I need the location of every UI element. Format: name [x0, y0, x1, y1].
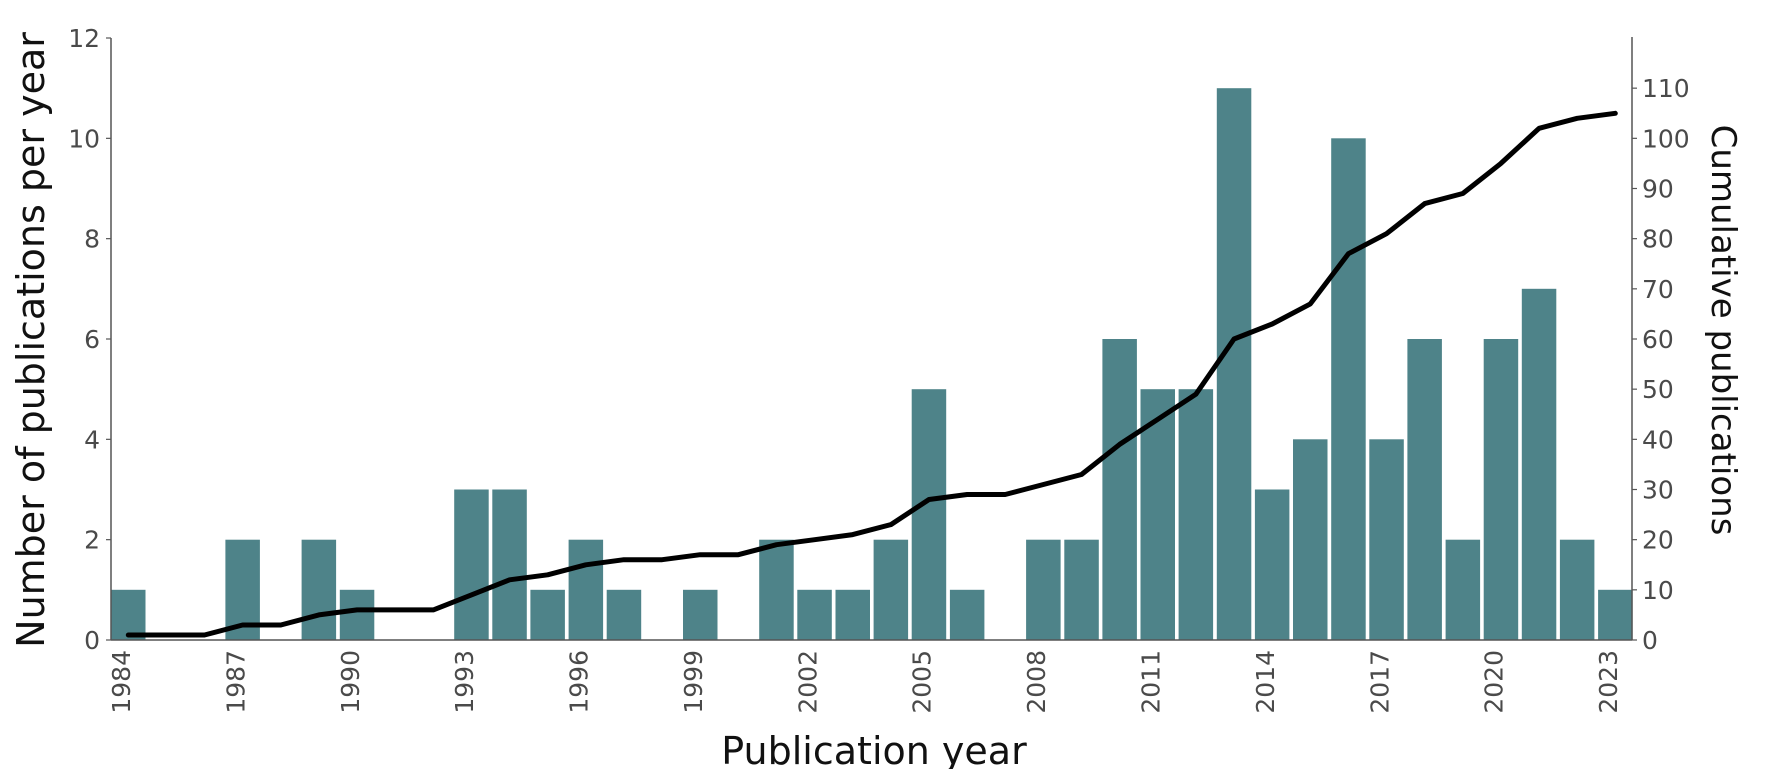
bar-2010 [1102, 339, 1137, 640]
x-tick-label: 2017 [1365, 650, 1394, 714]
bar-1989 [301, 539, 337, 640]
bar-2006 [949, 589, 985, 640]
x-tick-label: 2008 [1022, 650, 1051, 714]
bar-1990 [339, 589, 375, 640]
bar-2015 [1293, 439, 1328, 640]
right-tick-label: 50 [1642, 375, 1674, 404]
cumulative-line-series [125, 110, 1618, 638]
bar-1996 [568, 539, 604, 640]
bar-2002 [797, 589, 832, 640]
right-tick-label: 0 [1642, 626, 1658, 655]
right-tick-label: 90 [1642, 175, 1674, 204]
left-y-axis: 0 2 4 6 8 10 12 [68, 24, 112, 655]
bar-2023 [1598, 589, 1633, 640]
right-tick-label: 80 [1642, 225, 1674, 254]
cumulative-line [125, 110, 1618, 638]
bar-1984 [111, 589, 146, 640]
left-tick-label: 10 [68, 124, 100, 153]
x-axis: 1984 1987 1990 1993 1996 1999 2002 2005 2008 2011… [107, 639, 1632, 714]
bar-2005 [911, 389, 947, 640]
right-y-axis-title: Cumulative publications [1703, 125, 1743, 536]
bar-1997 [606, 589, 642, 640]
left-tick-label: 8 [84, 225, 100, 254]
right-tick-label: 20 [1642, 526, 1674, 555]
bar-1999 [683, 589, 718, 640]
right-tick-label: 30 [1642, 476, 1674, 505]
bar-2001 [759, 539, 794, 640]
x-tick-label: 2023 [1594, 650, 1623, 714]
bar-2022 [1559, 539, 1595, 640]
x-tick-label: 1990 [336, 650, 365, 714]
left-tick-label: 4 [84, 425, 100, 454]
x-tick-label: 2014 [1251, 650, 1280, 714]
x-tick-label: 2002 [793, 650, 822, 714]
bar-2011 [1140, 389, 1175, 640]
right-y-axis: 0 10 20 30 40 50 60 70 80 90 100 110 [1631, 37, 1690, 655]
x-tick-label: 1996 [565, 650, 594, 714]
bar-2014 [1254, 489, 1290, 640]
bar-2016 [1331, 138, 1366, 641]
bar-2008 [1026, 539, 1061, 640]
bar-2018 [1407, 339, 1442, 640]
x-tick-label: 1993 [450, 650, 479, 714]
bar-2017 [1369, 439, 1404, 640]
left-tick-label: 2 [84, 526, 100, 555]
right-tick-label: 60 [1642, 325, 1674, 354]
bar-2013 [1216, 88, 1252, 640]
right-tick-label: 70 [1642, 275, 1674, 304]
right-tick-label: 100 [1642, 124, 1690, 153]
bar-1993 [454, 489, 489, 640]
bar-2003 [835, 589, 870, 640]
bar-2004 [873, 539, 909, 640]
right-tick-label: 110 [1642, 74, 1690, 103]
x-tick-label: 2011 [1137, 650, 1166, 714]
left-y-axis-title: Number of publications per year [9, 32, 53, 648]
bar-2012 [1178, 389, 1214, 640]
x-tick-label: 1999 [679, 650, 708, 714]
x-tick-label: 2020 [1480, 650, 1509, 714]
bar-2021 [1521, 288, 1557, 640]
x-axis-title: Publication year [721, 729, 1027, 769]
bar-2019 [1445, 539, 1481, 640]
bar-1995 [530, 589, 565, 640]
bar-series [111, 88, 1633, 641]
x-tick-label: 1987 [221, 650, 250, 714]
x-tick-label: 1984 [107, 650, 136, 714]
x-tick-label: 2005 [908, 650, 937, 714]
bar-2009 [1064, 539, 1099, 640]
left-tick-label: 6 [84, 325, 100, 354]
left-tick-label: 12 [68, 24, 100, 53]
bar-2020 [1483, 339, 1519, 640]
right-tick-label: 40 [1642, 425, 1674, 454]
right-tick-label: 10 [1642, 576, 1674, 605]
left-tick-label: 0 [84, 626, 100, 655]
bar-1994 [492, 489, 527, 640]
